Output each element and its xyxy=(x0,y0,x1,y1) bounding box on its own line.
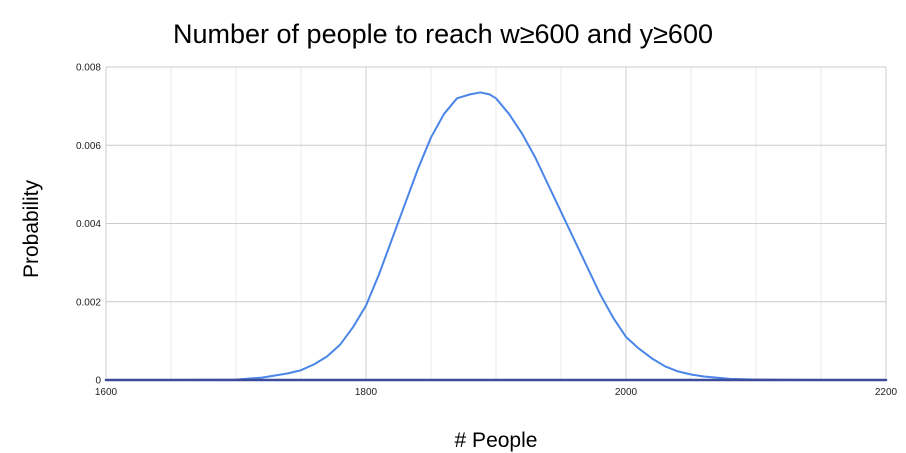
x-tick-label: 2000 xyxy=(615,387,638,398)
y-axis-label: Probability xyxy=(20,179,43,278)
x-axis-ticks: 1600 1800 2000 2200 xyxy=(95,387,898,398)
x-tick-label: 1600 xyxy=(95,387,118,398)
y-tick-label: 0.008 xyxy=(76,63,101,74)
probability-curve-line xyxy=(105,91,887,381)
y-tick-label: 0 xyxy=(95,376,101,387)
y-tick-label: 0.006 xyxy=(76,141,101,152)
data-series xyxy=(104,91,888,382)
chart-title: Number of people to reach w≥600 and y≥60… xyxy=(173,19,713,49)
y-tick-label: 0.002 xyxy=(76,297,101,308)
x-tick-label: 1800 xyxy=(355,387,378,398)
y-axis-ticks: 0 0.002 0.004 0.006 0.008 xyxy=(76,63,101,387)
x-axis-label: # People xyxy=(455,429,538,452)
y-tick-label: 0.004 xyxy=(76,219,101,230)
x-tick-label: 2200 xyxy=(875,387,898,398)
